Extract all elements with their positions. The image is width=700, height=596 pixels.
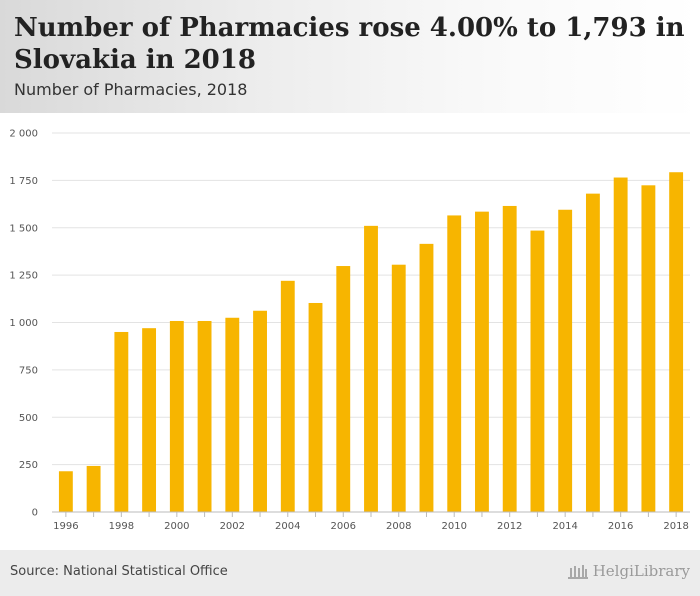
y-tick-label: 2 000: [9, 129, 38, 140]
bar-1996[interactable]: [58, 471, 73, 512]
bar-2010[interactable]: [447, 215, 462, 512]
x-tick-label: 2008: [386, 521, 411, 532]
bar-2000[interactable]: [169, 320, 184, 512]
x-tick-label: 2000: [164, 521, 189, 532]
chart-subtitle: Number of Pharmacies, 2018: [14, 80, 248, 99]
x-tick-label: 2012: [497, 521, 522, 532]
chart-area: 0 250 500 750 1 000 1 250 1 500 1 750 2 000 1996…: [0, 113, 700, 550]
x-axis-tick-labels: 1996 1998 2000 2002 2004 2006 2008 2010 2012 2014…: [53, 521, 689, 532]
bar-2015[interactable]: [585, 193, 600, 512]
y-tick-label: 500: [19, 413, 38, 424]
y-tick-label: 1 500: [9, 223, 38, 234]
x-tick-label: 2010: [441, 521, 466, 532]
bar-2018[interactable]: [669, 172, 684, 512]
x-tick-label: 2016: [608, 521, 633, 532]
y-tick-label: 0: [32, 508, 38, 519]
x-tick-label: 2018: [663, 521, 688, 532]
bar-2003[interactable]: [253, 310, 267, 512]
bar-2004[interactable]: [280, 280, 295, 512]
x-tick-label: 2002: [220, 521, 245, 532]
bar-2001[interactable]: [197, 320, 212, 512]
bar-2002[interactable]: [225, 317, 240, 512]
bar-chart: 0 250 500 750 1 000 1 250 1 500 1 750 2 000 1996…: [9, 129, 690, 532]
helgi-library-logo[interactable]: HelgiLibrary: [567, 562, 690, 580]
bar-2011[interactable]: [475, 211, 489, 512]
bar-1999[interactable]: [142, 328, 157, 512]
bar-2009[interactable]: [419, 243, 434, 513]
bars: [58, 172, 684, 513]
bar-2005[interactable]: [308, 302, 323, 512]
bar-2013[interactable]: [530, 230, 545, 512]
footer: Source: National Statistical Office Helg…: [0, 550, 700, 596]
x-tick-label: 1996: [53, 521, 78, 532]
y-tick-label: 750: [19, 365, 38, 376]
chart-header: Number of Pharmacies rose 4.00% to 1,793…: [0, 0, 700, 113]
y-tick-label: 1 000: [9, 318, 38, 329]
logo-text: HelgiLibrary: [592, 562, 690, 580]
bar-2006[interactable]: [336, 266, 351, 512]
x-tick-label: 1998: [109, 521, 134, 532]
y-tick-label: 1 750: [9, 176, 38, 187]
x-tick-label: 2014: [552, 521, 577, 532]
bar-2014[interactable]: [558, 209, 573, 512]
bar-2007[interactable]: [364, 225, 378, 512]
y-tick-label: 250: [19, 460, 38, 471]
library-building-icon: [567, 565, 588, 579]
source-note: Source: National Statistical Office: [10, 564, 228, 579]
x-tick-label: 2006: [331, 521, 356, 532]
x-tick-label: 2004: [275, 521, 300, 532]
y-axis-tick-labels: 0 250 500 750 1 000 1 250 1 500 1 750 2 000: [9, 129, 38, 519]
bar-1997[interactable]: [86, 465, 101, 512]
y-tick-label: 1 250: [9, 271, 38, 282]
chart-title: Number of Pharmacies rose 4.00% to 1,793…: [14, 13, 685, 75]
bar-2008[interactable]: [391, 264, 406, 512]
bar-1998[interactable]: [114, 331, 129, 512]
bar-2012[interactable]: [502, 205, 517, 512]
x-axis: [52, 511, 690, 517]
bar-2017[interactable]: [641, 185, 656, 512]
bar-2016[interactable]: [613, 177, 628, 512]
